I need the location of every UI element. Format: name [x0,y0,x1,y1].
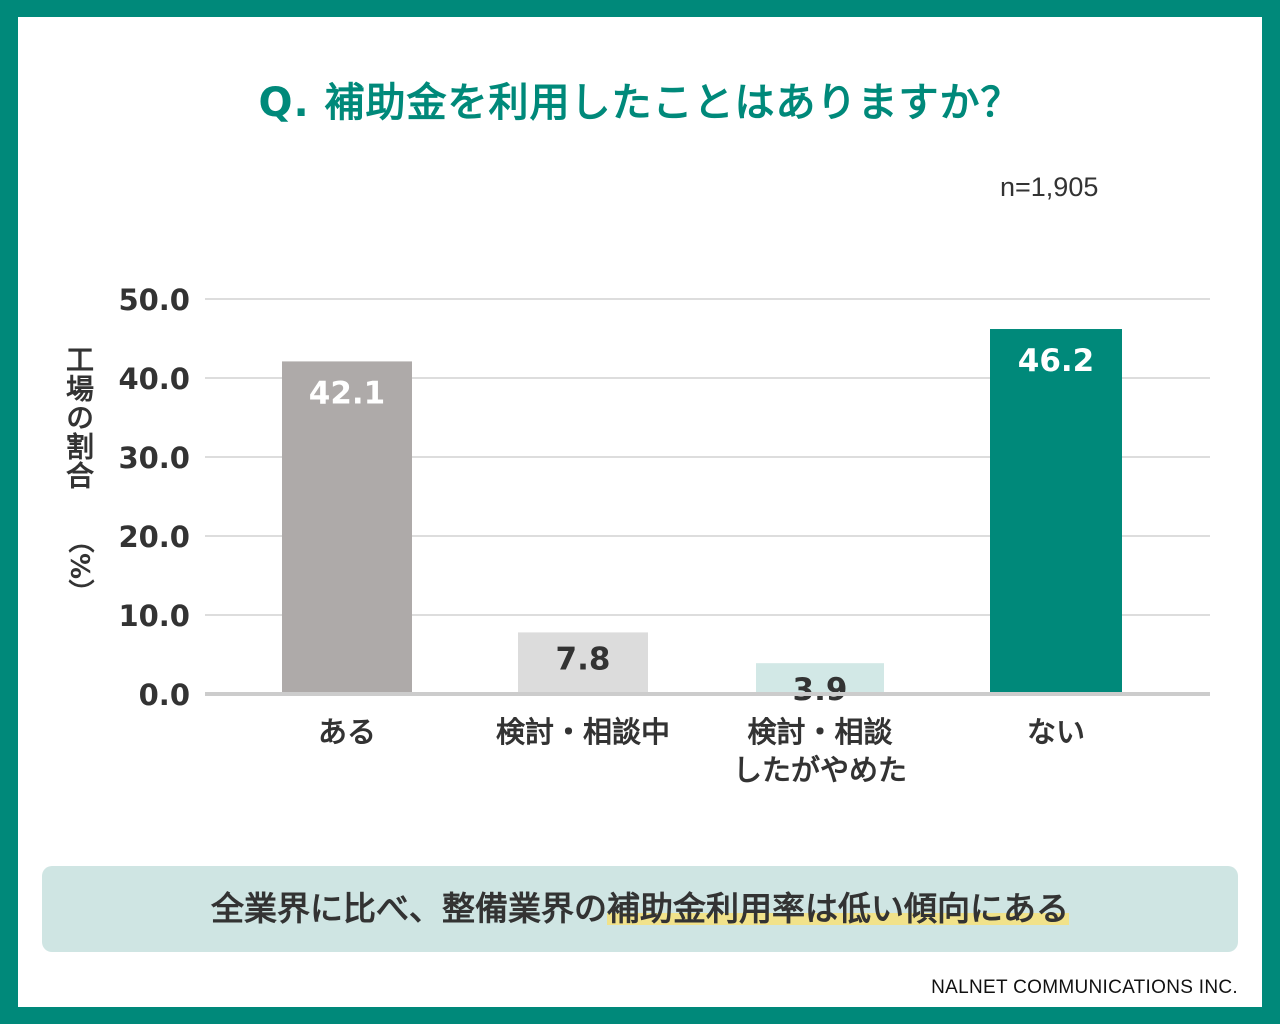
summary-text: 全業界に比べ、整備業界の補助金利用率は低い傾向にある [42,866,1238,952]
x-category-label: ない [1027,715,1085,749]
summary-box: 全業界に比べ、整備業界の補助金利用率は低い傾向にある [42,866,1238,952]
y-tick-label: 0.0 [139,678,190,712]
y-tick-label: 50.0 [118,283,190,317]
y-tick-label: 30.0 [118,441,190,475]
summary-text-plain: 全業界に比べ、整備業界の [211,889,607,928]
company-credit: NALNET COMMUNICATIONS INC. [931,977,1238,998]
y-axis-unit: （%） [64,527,94,606]
data-label: 3.9 [793,672,848,708]
chart-title: Q. 補助金を利用したことはありますか？ [258,80,1022,126]
bar-2 [518,632,648,694]
x-category-label: ある [318,715,376,749]
y-tick-label: 40.0 [118,362,190,396]
data-label: 46.2 [1018,343,1095,379]
x-category-label: 検討・相談中 [496,715,670,749]
x-category-label: 検討・相談 [747,715,893,749]
y-tick-label: 20.0 [118,520,190,554]
data-label: 42.1 [309,375,386,411]
y-tick-label: 10.0 [118,599,190,633]
bar-1 [282,361,412,694]
y-axis-label: 工場の割合 [62,345,95,490]
bar-3 [756,663,884,694]
bar-4 [990,329,1122,694]
sample-size-note: n=1,905 [1000,172,1099,202]
x-category-label: したがやめた [733,753,907,787]
data-label: 7.8 [556,641,611,677]
summary-text-highlight: 補助金利用率は低い傾向にある [607,889,1069,928]
